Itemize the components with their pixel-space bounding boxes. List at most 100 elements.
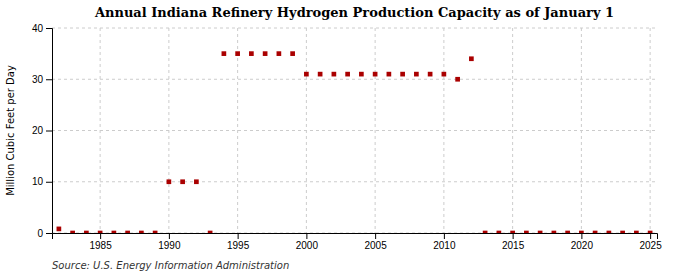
point	[57, 227, 62, 232]
point	[593, 231, 598, 233]
point	[277, 51, 282, 56]
point	[290, 51, 295, 56]
point	[634, 231, 639, 233]
y-axis-title: Million Cubic Feet per Day	[5, 65, 16, 196]
axis-line	[53, 234, 658, 240]
grid	[52, 28, 657, 233]
tick-label: 2020	[571, 240, 594, 251]
grid-line	[306, 28, 307, 233]
grid-line	[52, 28, 657, 29]
point	[414, 72, 419, 77]
point	[387, 72, 392, 77]
axis-line	[46, 29, 53, 234]
point	[235, 51, 240, 56]
tick: 2020	[571, 233, 594, 251]
y-axis: 0 10 20 30 40	[32, 23, 53, 239]
tick-mark	[169, 233, 170, 239]
point	[84, 231, 89, 233]
point	[497, 231, 502, 233]
grid-line	[581, 28, 582, 233]
tick: 2015	[502, 233, 525, 251]
tick-label: 40	[32, 23, 44, 34]
tick-mark	[46, 233, 52, 234]
tick-label: 2000	[296, 240, 319, 251]
tick: 1995	[227, 233, 250, 251]
point	[565, 231, 570, 233]
tick: 0	[37, 228, 52, 239]
tick-label: 1995	[227, 240, 250, 251]
grid-line	[443, 28, 444, 233]
tick-mark	[581, 233, 582, 239]
point	[222, 51, 227, 56]
tick-mark	[46, 131, 52, 132]
point	[263, 51, 268, 56]
tick: 2025	[640, 233, 663, 251]
grid-line	[375, 28, 376, 233]
point	[304, 72, 309, 77]
point	[125, 231, 130, 233]
tick-mark	[306, 233, 307, 239]
plot: 1985 1990 1995 2000 2005 2010 2015 2020 2025 0 10 2…	[32, 23, 662, 251]
point	[607, 231, 612, 233]
grid-line	[512, 28, 513, 233]
tick: 2005	[365, 233, 388, 251]
point	[70, 231, 75, 233]
tick: 10	[32, 176, 52, 187]
tick: 40	[32, 23, 52, 34]
point	[249, 51, 254, 56]
point	[579, 231, 584, 233]
point	[428, 72, 433, 77]
tick-label: 2010	[433, 240, 456, 251]
tick-mark	[375, 233, 376, 239]
point	[139, 231, 144, 233]
point	[552, 231, 557, 233]
point	[455, 77, 460, 82]
point	[648, 231, 653, 233]
tick: 1990	[158, 233, 181, 251]
point	[180, 179, 185, 184]
points	[57, 51, 653, 233]
point	[469, 56, 474, 61]
tick-mark	[100, 233, 101, 239]
point	[153, 231, 158, 233]
grid-line	[650, 28, 651, 233]
point	[538, 231, 543, 233]
grid-line	[52, 79, 657, 80]
tick-mark	[46, 182, 52, 183]
tick-label: 1990	[158, 240, 181, 251]
tick-label: 2025	[640, 240, 663, 251]
title: Annual Indiana Refinery Hydrogen Product…	[94, 5, 614, 20]
tick-label: 2015	[502, 240, 525, 251]
point	[167, 179, 172, 184]
tick-label: 30	[32, 74, 44, 85]
point	[208, 231, 213, 233]
point	[620, 231, 625, 233]
grid-line	[52, 130, 657, 131]
tick-mark	[46, 28, 52, 29]
tick-label: 10	[32, 176, 44, 187]
tick-mark	[46, 79, 52, 80]
point	[112, 231, 117, 233]
tick: 30	[32, 74, 52, 85]
point	[373, 72, 378, 77]
tick: 20	[32, 125, 52, 136]
tick-label: 2005	[365, 240, 388, 251]
point	[332, 72, 337, 77]
chart: 1985 1990 1995 2000 2005 2010 2015 2020 2025 0 10 2…	[0, 0, 675, 275]
grid-line	[168, 28, 169, 233]
source: Source: U.S. Energy Information Administ…	[52, 260, 289, 271]
tick: 2000	[296, 233, 319, 251]
point	[510, 231, 515, 233]
tick-label: 1985	[90, 240, 113, 251]
point	[98, 231, 103, 233]
tick: 1985	[90, 233, 113, 251]
tick-mark	[650, 233, 651, 239]
point	[483, 231, 488, 233]
grid-line	[52, 181, 657, 182]
point	[345, 72, 350, 77]
grid-line	[100, 28, 101, 233]
point	[359, 72, 364, 77]
tick: 2010	[433, 233, 456, 251]
point	[194, 179, 199, 184]
point	[524, 231, 529, 233]
